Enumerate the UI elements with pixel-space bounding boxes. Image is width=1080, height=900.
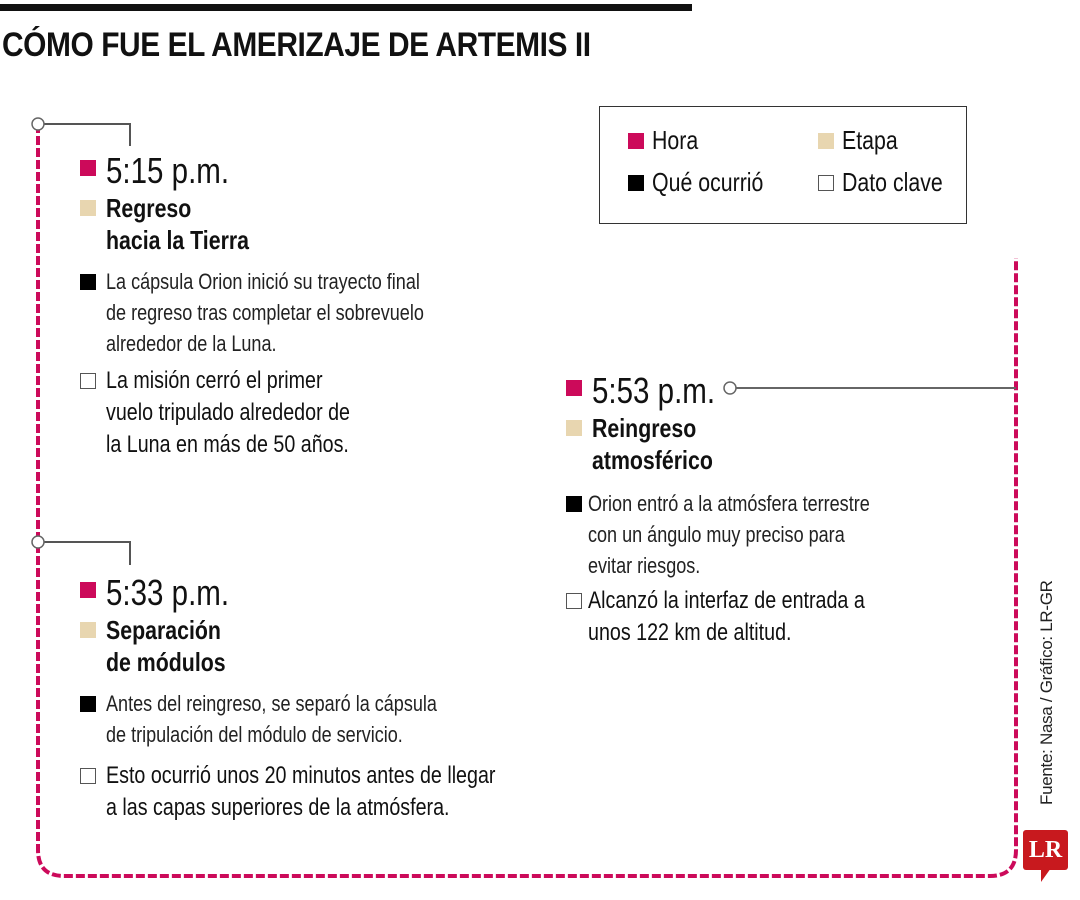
black-square-icon [628, 174, 644, 191]
event-3-stage: Reingreso atmosférico [592, 413, 713, 475]
lr-logo: LR [1023, 830, 1068, 870]
event-1-stage: Regreso hacia la Tierra [106, 193, 250, 255]
que-ocurrio-icon [80, 274, 96, 290]
event-2-stage: Separación de módulos [106, 615, 226, 677]
magenta-square-icon [628, 132, 644, 149]
hora-icon [80, 160, 96, 176]
dato-clave-icon [566, 593, 582, 609]
event-1-what: La cápsula Orion inició su trayecto fina… [80, 266, 494, 359]
event-2-what: Antes del reingreso, se separó la cápsul… [80, 688, 581, 750]
event-1-time-row: 5:15 p.m. [80, 152, 494, 190]
event-2: 5:33 p.m. Separación de módulos Antes de… [80, 574, 581, 824]
legend-item-que-ocurrio: Qué ocurrió [628, 167, 788, 198]
node-icon [31, 117, 45, 131]
legend-item-hora: Hora [628, 125, 708, 156]
white-square-icon [818, 174, 834, 191]
event-3-what: Orion entró a la atmósfera terrestre con… [566, 488, 932, 581]
title-rule [0, 4, 692, 11]
legend: Hora Etapa Qué ocurrió Dato clave [599, 106, 967, 224]
source-credit: Fuente: Nasa / Gráfico: LR-GR [1037, 580, 1056, 805]
que-ocurrio-icon [566, 496, 582, 512]
que-ocurrio-icon [80, 696, 96, 712]
event-1-time: 5:15 p.m. [106, 150, 230, 191]
event-1: 5:15 p.m. Regreso hacia la Tierra La cáp… [80, 152, 494, 461]
legend-item-etapa: Etapa [818, 125, 910, 156]
event-1-stage-row: Regreso hacia la Tierra [80, 192, 494, 256]
etapa-icon [80, 200, 96, 216]
etapa-icon [80, 622, 96, 638]
dato-clave-icon [80, 373, 96, 389]
event-3-time: 5:53 p.m. [592, 370, 716, 411]
hora-icon [566, 380, 582, 396]
page-title: CÓMO FUE EL AMERIZAJE DE ARTEMIS II [2, 26, 591, 64]
event-2-time: 5:33 p.m. [106, 572, 230, 613]
beige-square-icon [818, 132, 834, 149]
dato-clave-icon [80, 768, 96, 784]
event-2-key-fact: Esto ocurrió unos 20 minutos antes de ll… [80, 760, 581, 824]
legend-item-dato-clave: Dato clave [818, 167, 965, 198]
etapa-icon [566, 420, 582, 436]
event-1-key-fact: La misión cerró el primer vuelo tripulad… [80, 365, 494, 461]
lr-logo-tail [1041, 868, 1051, 882]
event-3-key-fact: Alcanzó la interfaz de entrada a unos 12… [566, 585, 932, 649]
hora-icon [80, 582, 96, 598]
event-3: 5:53 p.m. Reingreso atmosférico Orion en… [566, 372, 932, 649]
